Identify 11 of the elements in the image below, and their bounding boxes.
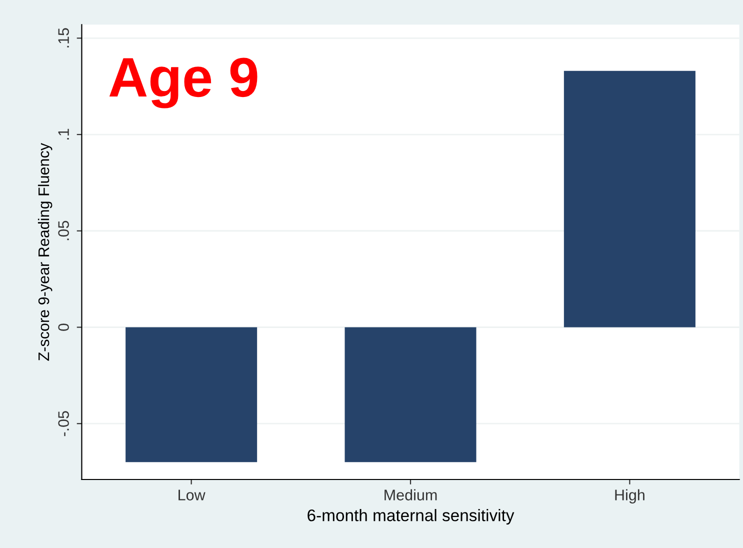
y-tick-label: .15: [58, 28, 69, 48]
y-tick-label: -.05: [58, 411, 69, 436]
y-tick-label: .05: [58, 220, 69, 240]
x-tick-label: Low: [178, 490, 206, 500]
y-tick-label: 0: [58, 324, 69, 331]
x-tick-label: High: [615, 489, 644, 504]
x-tick-label: Medium: [384, 489, 437, 500]
y-tick-label: .1: [58, 128, 69, 140]
annotation: Age 9: [109, 58, 258, 108]
y-axis-title: Z-score 9-year Reading Fluency: [38, 142, 52, 361]
x-axis-title: 6-month maternal sensitivity: [308, 509, 514, 525]
